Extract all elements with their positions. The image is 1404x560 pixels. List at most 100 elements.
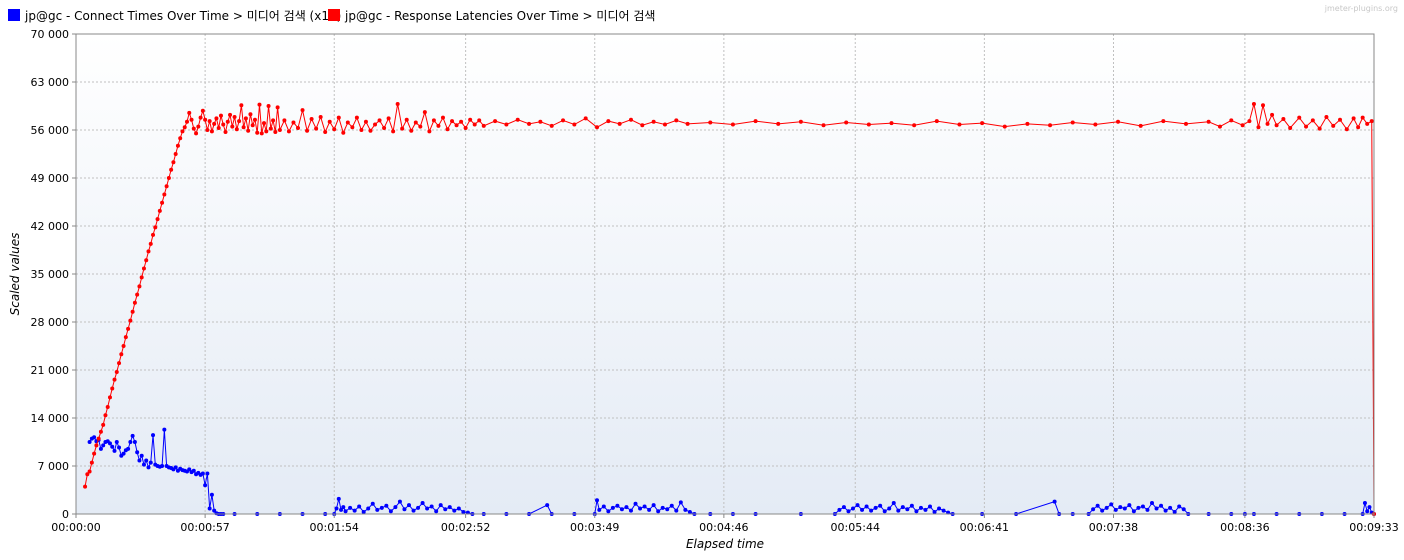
data-point-connect-times xyxy=(850,506,855,511)
data-point-connect-times xyxy=(361,509,366,514)
data-point-response-latencies xyxy=(1360,115,1365,120)
data-point-connect-times xyxy=(837,507,842,512)
data-point-connect-times xyxy=(92,435,97,440)
data-point-response-latencies xyxy=(1351,116,1356,121)
data-point-response-latencies xyxy=(359,128,364,132)
data-point-connect-times xyxy=(139,453,144,458)
data-point-connect-times xyxy=(388,509,393,514)
x-tick-label: 00:00:57 xyxy=(180,521,229,534)
data-point-connect-times xyxy=(1365,509,1370,514)
data-point-response-latencies xyxy=(241,125,246,130)
y-tick-label: 42 000 xyxy=(31,220,70,233)
data-point-response-latencies xyxy=(291,120,296,125)
data-point-connect-times xyxy=(406,503,411,508)
data-point-connect-times xyxy=(352,508,357,513)
data-point-response-latencies xyxy=(119,352,124,357)
y-tick-label: 35 000 xyxy=(31,268,70,281)
data-point-response-latencies xyxy=(271,118,276,123)
data-point-response-latencies xyxy=(1247,119,1252,124)
data-point-connect-times xyxy=(597,507,602,512)
data-point-connect-times xyxy=(207,506,212,511)
data-point-connect-times xyxy=(456,506,461,511)
data-point-response-latencies xyxy=(153,225,158,230)
data-point-connect-times xyxy=(610,505,615,510)
data-point-response-latencies xyxy=(1251,101,1256,106)
data-point-response-latencies xyxy=(103,413,108,418)
data-point-response-latencies xyxy=(572,122,577,127)
data-point-response-latencies xyxy=(262,121,267,126)
data-point-response-latencies xyxy=(187,110,192,115)
data-point-response-latencies xyxy=(472,122,477,127)
x-tick-label: 00:03:49 xyxy=(570,521,619,534)
data-point-response-latencies xyxy=(1338,117,1343,122)
data-point-response-latencies xyxy=(130,309,135,314)
data-point-response-latencies xyxy=(209,129,214,134)
data-point-connect-times xyxy=(1127,503,1132,508)
data-point-connect-times xyxy=(146,465,151,470)
data-point-connect-times xyxy=(855,503,860,508)
data-point-response-latencies xyxy=(164,184,169,189)
data-point-response-latencies xyxy=(305,128,310,133)
x-axis-ticks: 00:00:00 00:00:57 00:01:54 00:02:52 00:03:49… xyxy=(51,514,1399,534)
data-point-response-latencies xyxy=(481,123,486,128)
data-point-connect-times xyxy=(841,505,846,510)
data-point-connect-times xyxy=(343,509,348,514)
data-point-response-latencies xyxy=(368,128,373,133)
data-point-connect-times xyxy=(1367,505,1372,510)
data-point-response-latencies xyxy=(255,130,260,135)
data-point-connect-times xyxy=(1181,507,1186,512)
data-point-response-latencies xyxy=(135,292,140,297)
data-point-response-latencies xyxy=(504,122,509,127)
data-point-response-latencies xyxy=(178,136,183,141)
data-point-connect-times xyxy=(452,508,457,513)
x-axis-title: Elapsed time xyxy=(686,537,764,551)
data-point-response-latencies xyxy=(1369,119,1374,124)
data-point-connect-times xyxy=(869,508,874,513)
legend-label-connect-times: jp@gc - Connect Times Over Time > 미디어 검색… xyxy=(24,9,341,23)
data-point-connect-times xyxy=(402,507,407,512)
data-point-connect-times xyxy=(882,509,887,514)
data-point-connect-times xyxy=(1159,503,1164,508)
data-point-response-latencies xyxy=(440,115,445,120)
data-point-response-latencies xyxy=(468,117,473,122)
data-point-connect-times xyxy=(891,501,896,506)
data-point-connect-times xyxy=(397,499,402,504)
data-point-connect-times xyxy=(545,503,550,508)
data-point-response-latencies xyxy=(144,258,149,263)
data-point-connect-times xyxy=(864,504,869,509)
data-point-connect-times xyxy=(160,464,165,468)
data-point-connect-times xyxy=(162,427,167,432)
data-point-response-latencies xyxy=(268,126,273,131)
data-point-response-latencies xyxy=(1270,112,1275,117)
data-point-response-latencies xyxy=(350,125,355,130)
data-point-response-latencies xyxy=(377,118,382,123)
data-point-response-latencies xyxy=(196,124,201,129)
data-point-response-latencies xyxy=(1324,114,1329,119)
y-tick-label: 28 000 xyxy=(31,316,70,329)
data-point-connect-times xyxy=(107,441,112,446)
data-point-response-latencies xyxy=(1070,120,1075,125)
data-point-connect-times xyxy=(420,501,425,506)
data-point-response-latencies xyxy=(912,123,917,128)
data-point-response-latencies xyxy=(386,116,391,121)
data-point-response-latencies xyxy=(185,119,189,124)
data-point-response-latencies xyxy=(413,120,418,125)
data-point-connect-times xyxy=(1168,505,1173,510)
data-point-response-latencies xyxy=(87,469,92,474)
data-point-connect-times xyxy=(137,458,142,463)
data-point-connect-times xyxy=(887,506,892,511)
data-point-response-latencies xyxy=(1025,121,1030,126)
data-point-response-latencies xyxy=(336,115,341,120)
data-point-response-latencies xyxy=(934,119,939,124)
data-point-response-latencies xyxy=(275,105,280,110)
data-point-response-latencies xyxy=(527,121,532,126)
data-point-connect-times xyxy=(141,462,146,467)
data-point-response-latencies xyxy=(105,405,110,410)
data-point-response-latencies xyxy=(182,125,187,130)
data-point-response-latencies xyxy=(409,128,414,133)
data-point-response-latencies xyxy=(273,130,278,135)
data-point-connect-times xyxy=(638,506,643,511)
data-point-connect-times xyxy=(366,506,371,511)
watermark: jmeter-plugins.org xyxy=(1324,4,1398,13)
data-point-connect-times xyxy=(1104,505,1109,510)
